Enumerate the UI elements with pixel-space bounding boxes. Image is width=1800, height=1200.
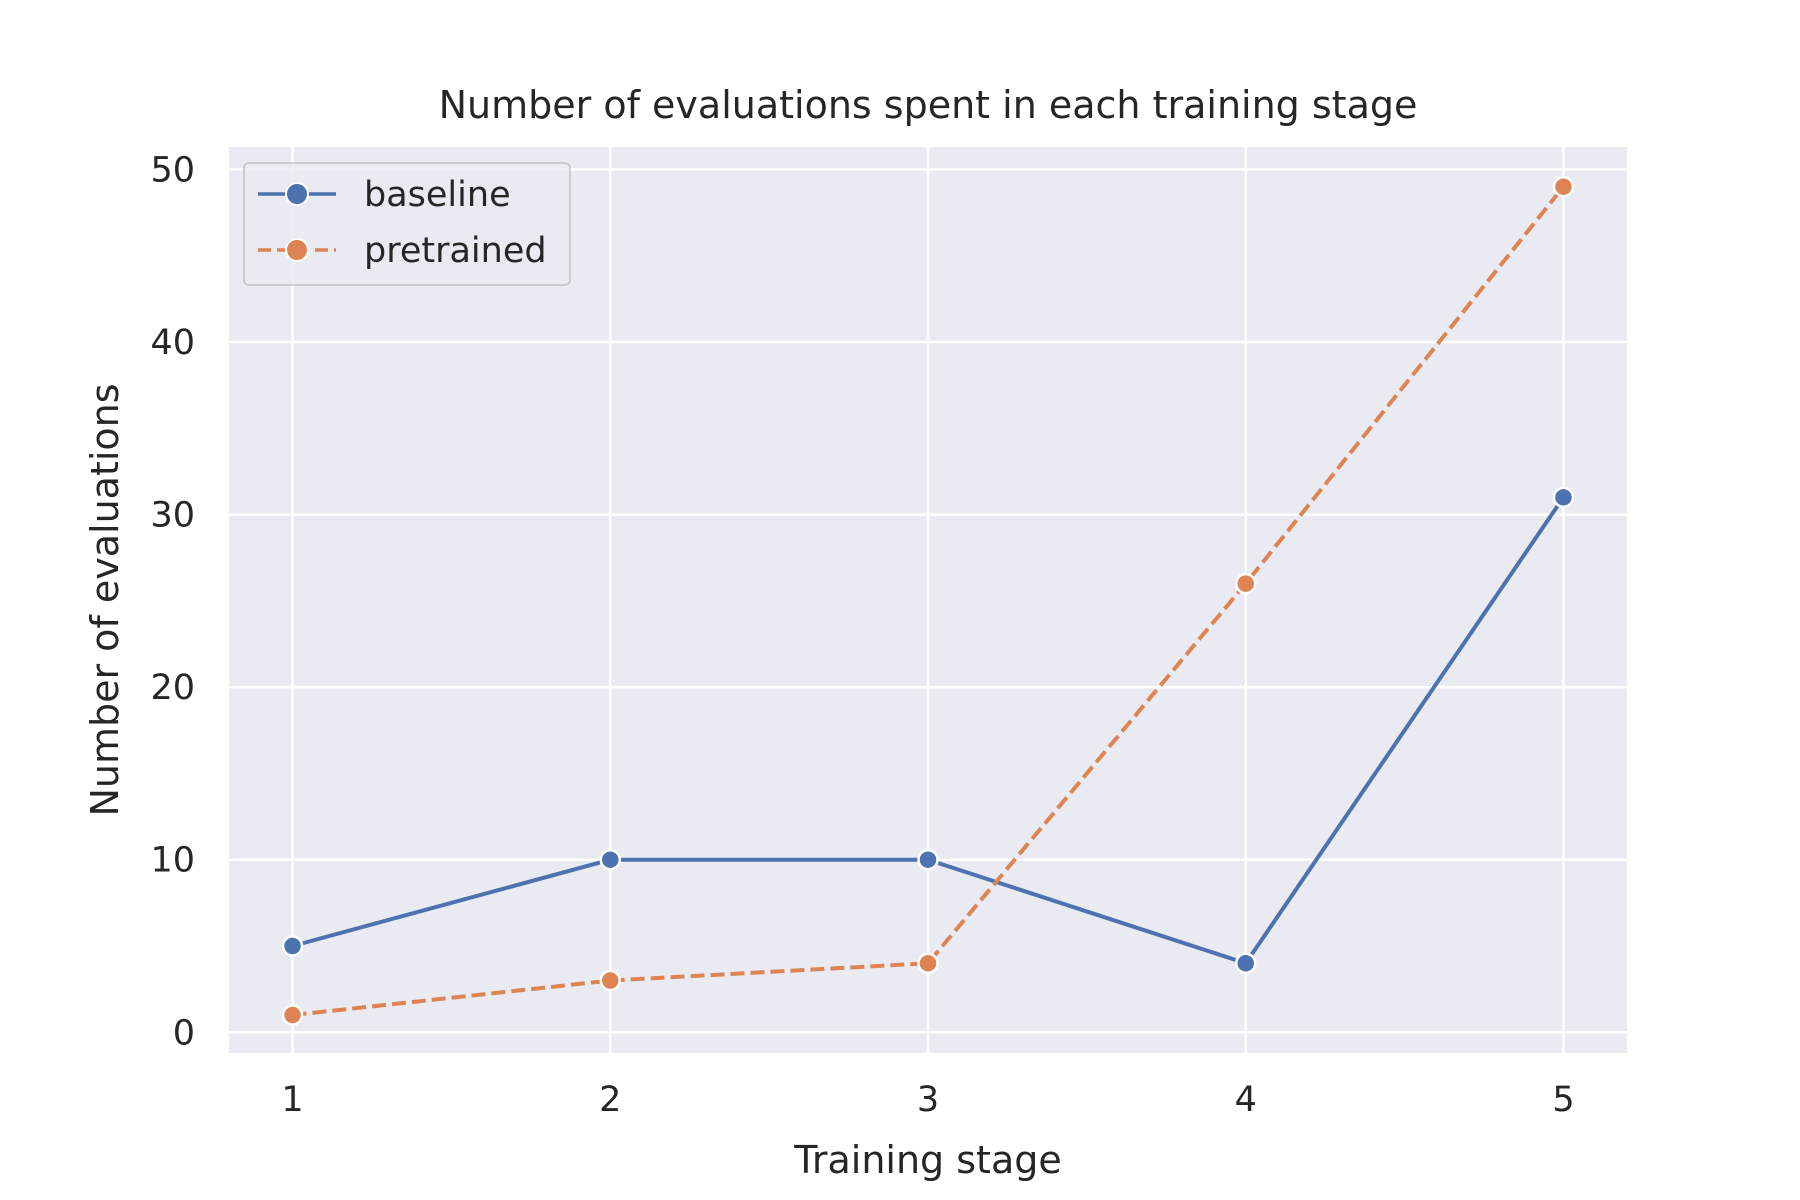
legend: baseline pretrained <box>243 162 571 286</box>
legend-pretrained-marker <box>285 238 309 262</box>
data-point-pretrained <box>281 1004 304 1026</box>
x-tick-label: 2 <box>599 1080 621 1120</box>
y-tick-label: 40 <box>150 323 195 363</box>
x-tick-labels: 1 2 3 4 5 <box>281 1080 1574 1120</box>
series-pretrained <box>281 175 1575 1026</box>
x-tick-label: 4 <box>1235 1080 1257 1120</box>
legend-baseline-marker <box>285 182 309 206</box>
chart-title: Number of evaluations spent in each trai… <box>439 83 1418 127</box>
data-point-baseline <box>1234 952 1257 975</box>
gridlines <box>229 147 1627 1053</box>
x-tick-label: 1 <box>281 1080 303 1120</box>
data-point-baseline <box>917 848 939 871</box>
series-line-pretrained <box>292 185 1566 1018</box>
data-point-baseline <box>599 848 622 871</box>
x-axis-title: Training stage <box>793 1138 1062 1182</box>
series-baseline <box>281 486 1575 975</box>
x-tick-label: 3 <box>917 1080 939 1120</box>
data-point-pretrained <box>917 952 939 975</box>
y-tick-label: 10 <box>150 841 195 881</box>
series-layer <box>281 175 1575 1026</box>
y-tick-labels: 0 10 20 30 40 50 <box>150 150 195 1053</box>
x-tick-label: 5 <box>1552 1080 1574 1120</box>
data-point-pretrained <box>1234 572 1257 595</box>
y-tick-label: 0 <box>173 1013 195 1053</box>
y-tick-label: 50 <box>150 150 195 190</box>
y-axis-title: Number of evaluations <box>83 383 127 816</box>
y-tick-label: 20 <box>150 668 195 708</box>
data-point-pretrained <box>599 969 622 992</box>
y-tick-label: 30 <box>150 496 195 536</box>
data-point-baseline <box>1552 486 1575 509</box>
data-point-pretrained <box>1552 175 1575 198</box>
legend-pretrained-label: pretrained <box>364 231 547 271</box>
data-point-baseline <box>281 935 304 957</box>
legend-baseline-label: baseline <box>364 175 511 215</box>
